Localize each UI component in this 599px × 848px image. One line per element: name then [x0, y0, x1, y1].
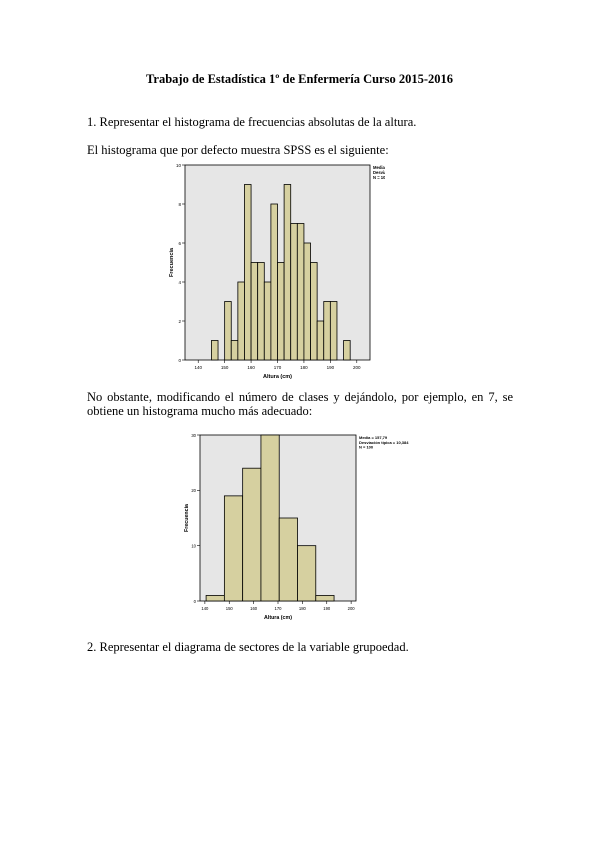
question-1: 1. Representar el histograma de frecuenc…	[87, 115, 417, 129]
histogram-bar	[260, 434, 280, 602]
histogram-bar	[303, 242, 311, 361]
histogram-bar	[223, 495, 244, 602]
y-tick-label: 6	[178, 241, 181, 246]
histogram-bar	[297, 545, 317, 602]
x-tick-label: 180	[299, 606, 307, 611]
x-tick-label: 200	[353, 365, 361, 370]
page-title: Trabajo de Estadística 1º de Enfermería …	[146, 72, 453, 86]
x-tick-label: 150	[221, 365, 229, 370]
stats-legend-line: N = 100	[373, 175, 385, 180]
y-tick-label: 30	[191, 433, 196, 438]
y-tick-label: 4	[178, 280, 181, 285]
y-tick-label: 20	[191, 488, 196, 493]
x-tick-label: 170	[274, 365, 282, 370]
histogram-bar	[250, 262, 259, 361]
paragraph-no-obstante-line1: No obstante, modificando el número de cl…	[87, 390, 513, 404]
stats-legend-line: Media = 157,79	[359, 435, 388, 440]
x-axis-label: Altura (cm)	[264, 615, 292, 621]
histogram-bar	[343, 340, 351, 361]
histogram-bar	[316, 320, 325, 361]
stats-legend-line: Desviación típica = 10,384	[373, 170, 385, 175]
histogram-bar	[296, 223, 305, 361]
x-tick-label: 140	[201, 606, 209, 611]
histogram-bar	[277, 262, 285, 361]
x-tick-label: 170	[275, 606, 283, 611]
x-tick-label: 190	[323, 606, 331, 611]
y-tick-label: 10	[191, 543, 196, 548]
histogram-bar	[278, 517, 298, 602]
question-2: 2. Representar el diagrama de sectores d…	[87, 640, 409, 654]
y-tick-label: 10	[176, 163, 182, 168]
x-tick-label: 160	[250, 606, 258, 611]
histogram-bar	[323, 301, 331, 361]
histogram-bar	[329, 301, 338, 361]
histogram-bar	[283, 184, 292, 361]
histogram-bar	[310, 262, 318, 361]
x-tick-label: 140	[194, 365, 202, 370]
histogram-bar	[244, 184, 252, 361]
histogram-bar	[290, 223, 298, 361]
paragraph-no-obstante-line2: obtiene un histograma mucho más adecuado…	[87, 404, 313, 418]
stats-legend-line: Desviación típica = 10,384	[359, 440, 409, 445]
y-axis-label: Frecuencia	[184, 504, 190, 532]
histogram-bar	[263, 281, 272, 361]
histogram-bar	[205, 595, 225, 602]
histogram-bar	[315, 595, 335, 602]
y-axis-label: Frecuencia	[169, 247, 175, 277]
histogram-bar	[230, 340, 239, 361]
y-tick-label: 8	[178, 202, 181, 207]
x-tick-label: 180	[300, 365, 308, 370]
histogram-bar	[257, 262, 265, 361]
y-tick-label: 2	[178, 319, 181, 324]
histogram-bar	[270, 203, 278, 361]
default-histogram-intro: El histograma que por defecto muestra SP…	[87, 143, 389, 157]
histogram-bar	[211, 340, 219, 361]
histogram-bar	[224, 301, 232, 361]
x-tick-label: 150	[226, 606, 234, 611]
y-tick-label: 0	[178, 358, 181, 363]
histogram-bar	[242, 467, 262, 602]
stats-legend-line: Media = 157,79	[373, 165, 385, 170]
stats-legend-line: N = 100	[359, 445, 374, 450]
x-tick-label: 190	[327, 365, 335, 370]
x-tick-label: 200	[348, 606, 356, 611]
x-axis-label: Altura (cm)	[263, 374, 292, 380]
histogram-default: 0 2 4 6 8 10 140 150 160 170 180 190 200 Altura (cm) F…	[169, 163, 385, 380]
histogram-7-classes: 0 10 20 30 140 150 160 170 180 190 200 Altura (cm) F…	[184, 433, 409, 621]
y-tick-label: 0	[194, 599, 197, 604]
histogram-bar	[237, 281, 245, 361]
x-tick-label: 160	[247, 365, 255, 370]
